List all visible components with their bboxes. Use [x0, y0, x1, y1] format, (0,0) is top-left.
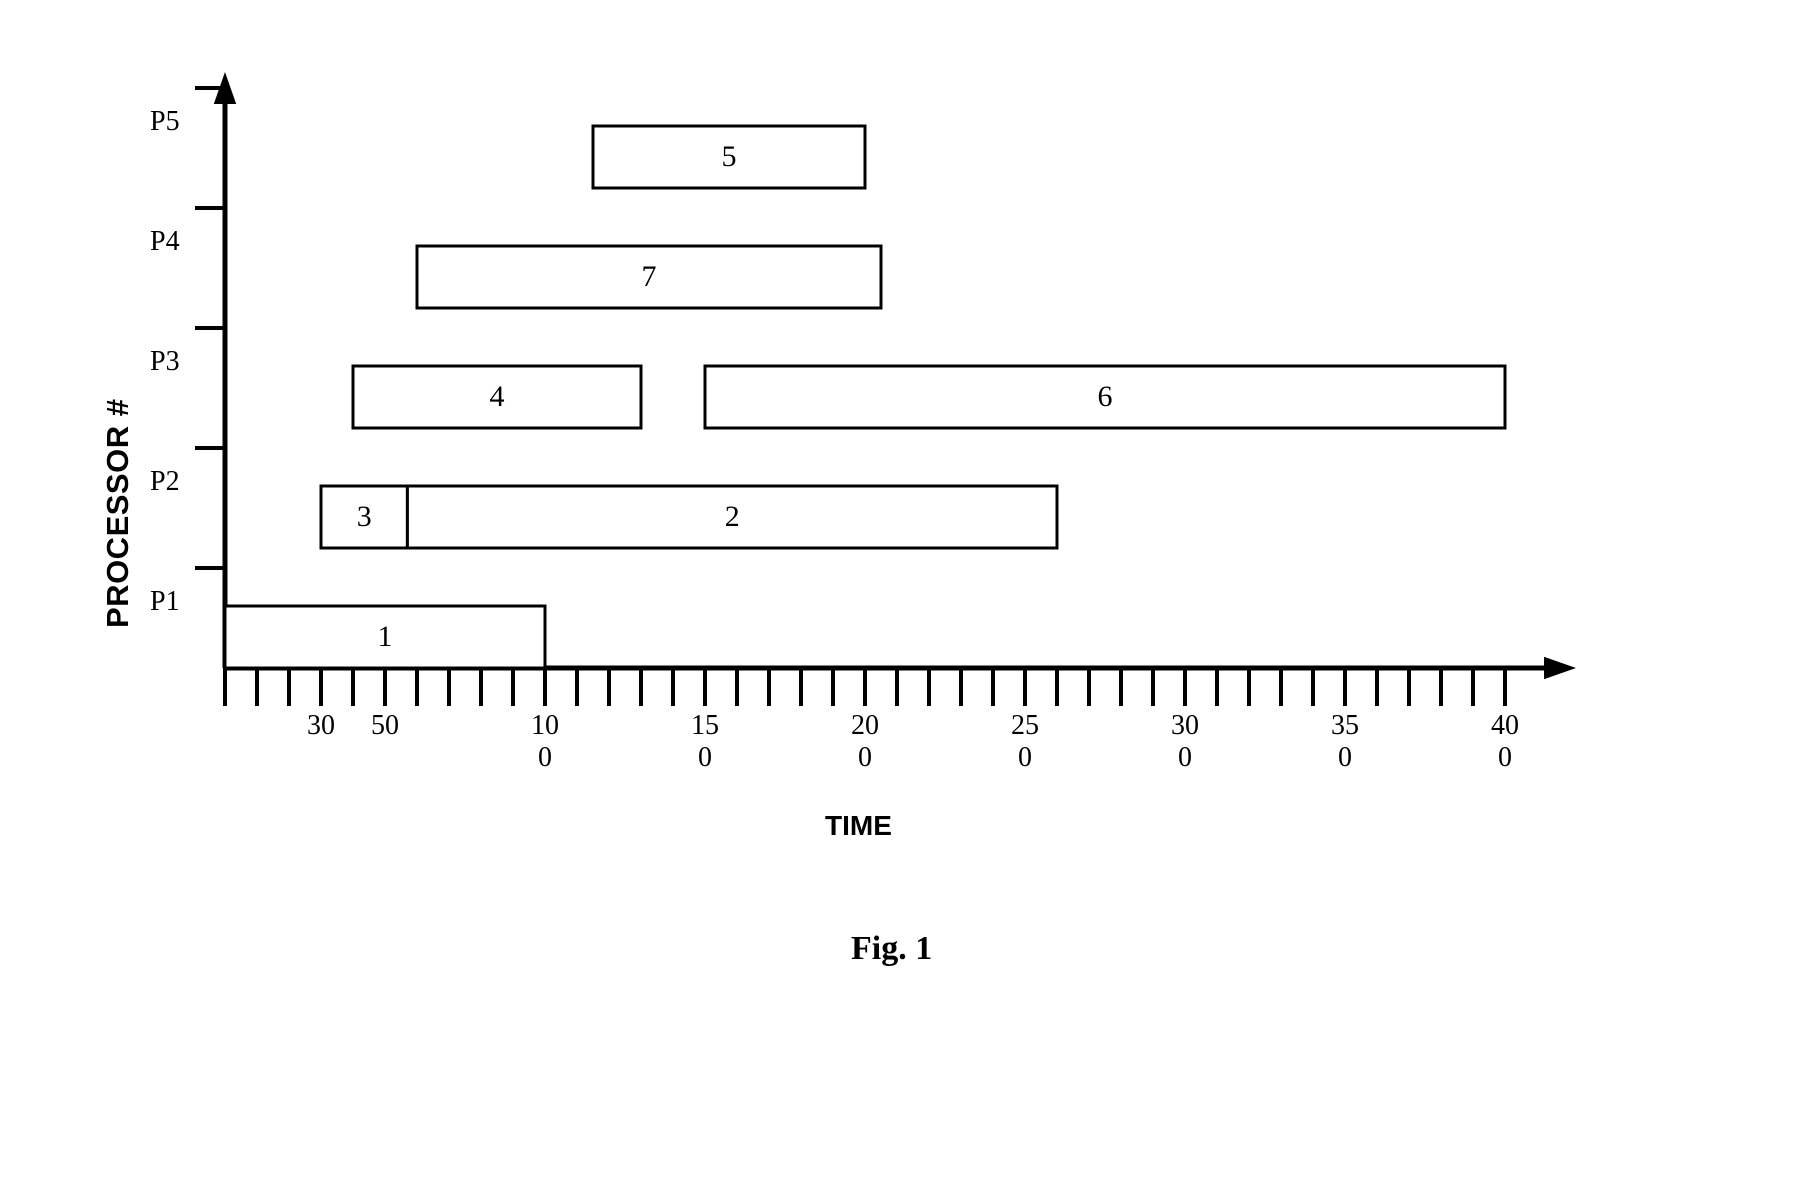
- x-tick-label: 10: [515, 710, 575, 742]
- x-tick-label: 15: [675, 710, 735, 742]
- x-tick-label: 0: [515, 742, 575, 774]
- figure-caption: Fig. 1: [851, 930, 932, 968]
- x-tick-label: 0: [995, 742, 1055, 774]
- x-tick-label: 25: [995, 710, 1055, 742]
- gantt-chart: 3050100150200250300350400P1P2P3P4P513246…: [0, 0, 1802, 1190]
- x-tick-label: 35: [1315, 710, 1375, 742]
- bar-label-3: 3: [344, 500, 384, 534]
- x-tick-label: 0: [675, 742, 735, 774]
- x-tick-label: 20: [835, 710, 895, 742]
- x-tick-label: 0: [1475, 742, 1535, 774]
- y-row-label-p2: P2: [150, 466, 180, 498]
- x-tick-label: 50: [355, 710, 415, 742]
- chart-svg: [0, 0, 1802, 1190]
- y-row-label-p3: P3: [150, 346, 180, 378]
- y-axis-label: PROCESSOR #: [100, 399, 136, 628]
- bar-label-2: 2: [712, 500, 752, 534]
- x-tick-label: 0: [1315, 742, 1375, 774]
- bar-label-7: 7: [629, 260, 669, 294]
- bar-label-6: 6: [1085, 380, 1125, 414]
- bar-label-1: 1: [365, 620, 405, 654]
- y-row-label-p4: P4: [150, 226, 180, 258]
- y-row-label-p5: P5: [150, 106, 180, 138]
- y-row-label-p1: P1: [150, 586, 180, 618]
- x-axis-label: TIME: [825, 810, 892, 842]
- x-tick-label: 30: [291, 710, 351, 742]
- x-tick-label: 0: [1155, 742, 1215, 774]
- x-tick-label: 30: [1155, 710, 1215, 742]
- bar-label-5: 5: [709, 140, 749, 174]
- x-tick-label: 40: [1475, 710, 1535, 742]
- x-tick-label: 0: [835, 742, 895, 774]
- bar-label-4: 4: [477, 380, 517, 414]
